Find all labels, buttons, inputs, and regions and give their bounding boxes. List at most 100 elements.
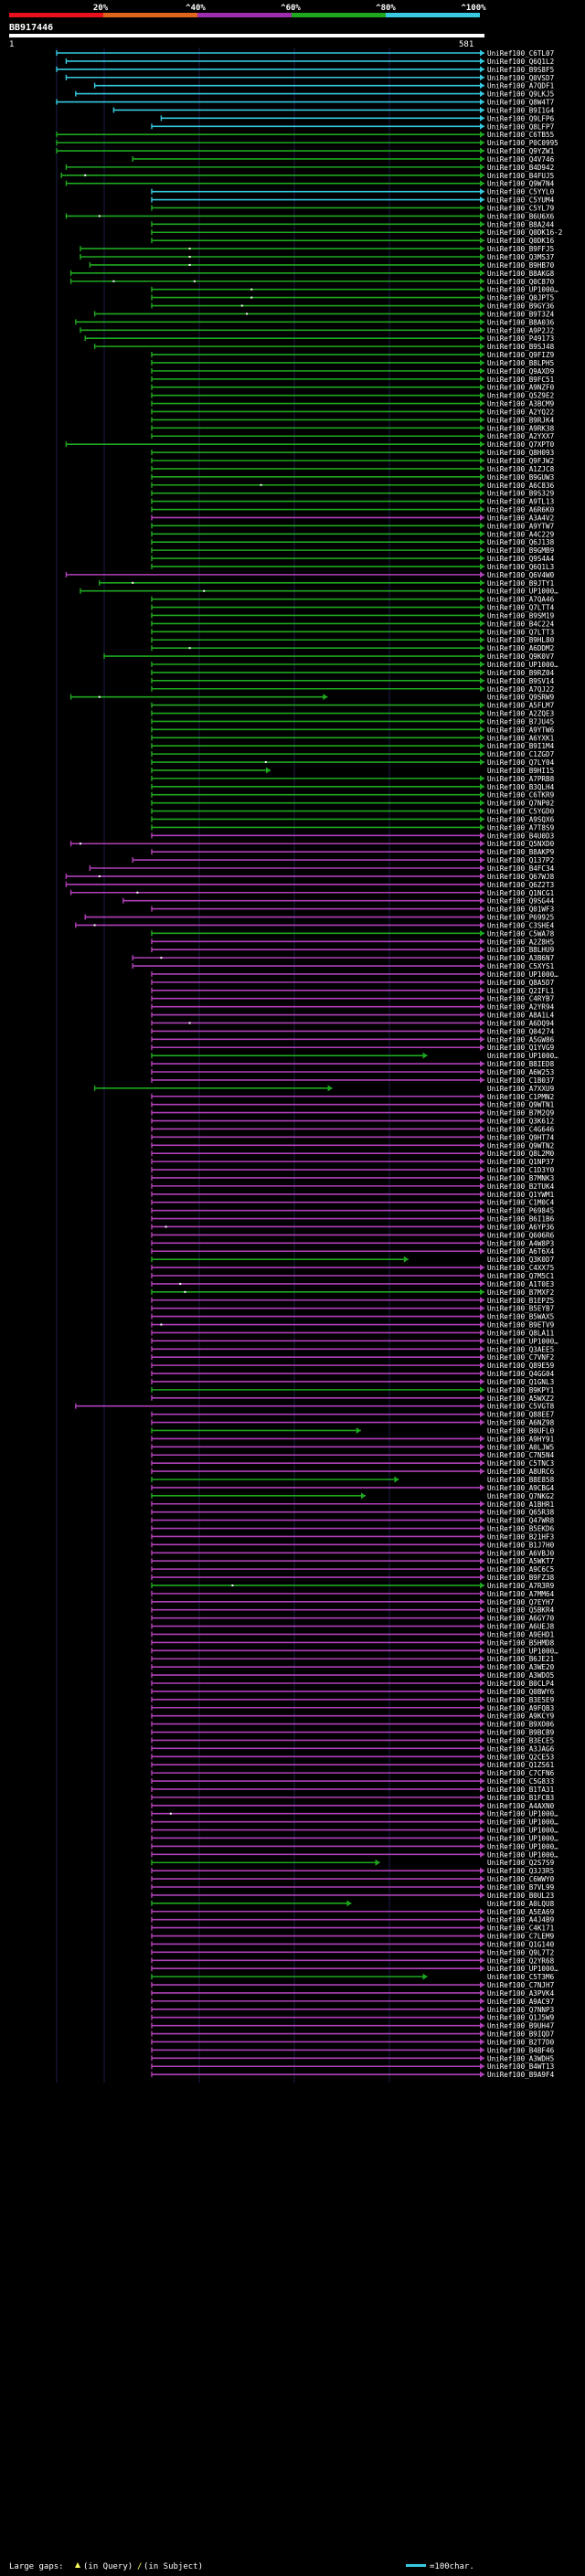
hit-label[interactable]: UniRef100_UP1000… xyxy=(487,1647,558,1655)
hit-label[interactable]: UniRef100_A5FLM7 xyxy=(487,702,554,710)
hit-row[interactable]: UniRef100_C4RYB7 xyxy=(151,995,554,1003)
hit-label[interactable]: UniRef100_B3QLH4 xyxy=(487,783,555,791)
hit-row[interactable]: UniRef100_A9C6C5 xyxy=(151,1565,554,1574)
hit-row[interactable]: UniRef100_B9FFJ5 xyxy=(80,245,554,253)
hit-label[interactable]: UniRef100_B1EPZ5 xyxy=(487,1297,554,1305)
hit-row[interactable]: UniRef100_Q6J138 xyxy=(151,538,555,546)
hit-row[interactable]: UniRef100_B4FUJ5 xyxy=(60,172,554,180)
hit-label[interactable]: UniRef100_C1ZGD7 xyxy=(487,750,554,758)
hit-label[interactable]: UniRef100_B9FFJ5 xyxy=(487,245,554,253)
hit-label[interactable]: UniRef100_B4FC34 xyxy=(487,864,555,873)
hit-row[interactable]: UniRef100_B8E858 xyxy=(151,1476,555,1484)
hit-row[interactable]: UniRef100_Q9W7N4 xyxy=(65,180,555,188)
hit-label[interactable]: UniRef100_B8LPH5 xyxy=(487,359,554,367)
hit-label[interactable]: UniRef100_C4RYB7 xyxy=(487,995,554,1003)
hit-label[interactable]: UniRef100_Q9LFP6 xyxy=(487,114,555,122)
hit-row[interactable]: UniRef100_UP1000… xyxy=(151,661,558,669)
hit-label[interactable]: UniRef100_A9CBG4 xyxy=(487,1484,555,1492)
hit-label[interactable]: UniRef100_A9YTW6 xyxy=(487,726,555,734)
hit-label[interactable]: UniRef100_A6UEJ8 xyxy=(487,1623,555,1631)
hit-row[interactable]: UniRef100_Q5BKR4 xyxy=(151,1606,555,1615)
hit-label[interactable]: UniRef100_B21HF3 xyxy=(487,1532,554,1541)
hit-row[interactable]: UniRef100_C1B037 xyxy=(151,1076,554,1085)
hit-row[interactable]: UniRef100_Q1YWM1 xyxy=(151,1191,555,1199)
hit-label[interactable]: UniRef100_B9HB70 xyxy=(487,261,555,270)
hit-row[interactable]: UniRef100_P69845 xyxy=(151,1207,554,1215)
hit-row[interactable]: UniRef100_Q7LTT3 xyxy=(151,628,554,636)
hit-row[interactable]: UniRef100_Q0DK16 xyxy=(151,237,555,245)
hit-label[interactable]: UniRef100_A7T8S9 xyxy=(487,823,555,832)
hit-label[interactable]: UniRef100_Q2S7S9 xyxy=(487,1859,555,1867)
hit-row[interactable]: UniRef100_A9YTW6 xyxy=(151,726,555,734)
hit-label[interactable]: UniRef100_B9FC51 xyxy=(487,376,555,384)
hit-label[interactable]: UniRef100_B7MXF2 xyxy=(487,1288,554,1297)
hit-row[interactable]: UniRef100_Q9FJW2 xyxy=(151,457,554,465)
hit-label[interactable]: UniRef100_B9JTY1 xyxy=(487,579,555,588)
hit-label[interactable]: UniRef100_Q9AXD9 xyxy=(487,367,555,376)
hit-label[interactable]: UniRef100_P69925 xyxy=(487,914,554,922)
hit-label[interactable]: UniRef100_Q1J5W9 xyxy=(487,2014,555,2022)
hit-row[interactable]: UniRef100_C5TNC3 xyxy=(151,1459,554,1468)
hit-row[interactable]: UniRef100_B1J7H0 xyxy=(151,1541,555,1549)
hit-label[interactable]: UniRef100_Q9LKJ5 xyxy=(487,90,554,99)
hit-row[interactable]: UniRef100_A5WXZ2 xyxy=(151,1394,554,1403)
hit-label[interactable]: UniRef100_Q3AEE5 xyxy=(487,1345,554,1353)
hit-row[interactable]: UniRef100_Q7NNP3 xyxy=(151,2006,554,2014)
hit-label[interactable]: UniRef100_Q47WR8 xyxy=(487,1517,555,1525)
hit-label[interactable]: UniRef100_Q7LTT3 xyxy=(487,628,554,636)
hit-row[interactable]: UniRef100_Q65R38 xyxy=(151,1509,555,1517)
hit-row[interactable]: UniRef100_A6C836 xyxy=(151,482,555,490)
hit-label[interactable]: UniRef100_A3JAG6 xyxy=(487,1744,555,1753)
hit-label[interactable]: UniRef100_B8LHU9 xyxy=(487,946,555,954)
hit-row[interactable]: UniRef100_B9FZ38 xyxy=(151,1574,555,1582)
hit-row[interactable]: UniRef100_A3JAG6 xyxy=(151,1744,555,1753)
hit-row[interactable]: UniRef100_B5WAX5 xyxy=(151,1313,554,1321)
hit-row[interactable]: UniRef100_B8IED8 xyxy=(151,1060,555,1068)
hit-row[interactable]: UniRef100_A6NZ98 xyxy=(151,1419,555,1427)
hit-row[interactable]: UniRef100_A6YP36 xyxy=(151,1223,555,1231)
hit-row[interactable]: UniRef100_Q8LA11 xyxy=(151,1329,555,1337)
hit-label[interactable]: UniRef100_A8URC6 xyxy=(487,1468,555,1476)
hit-label[interactable]: UniRef100_B2TUK4 xyxy=(487,1182,555,1191)
hit-label[interactable]: UniRef100_B5EKD6 xyxy=(487,1525,555,1533)
hit-row[interactable]: UniRef100_A9CBG4 xyxy=(151,1484,555,1492)
hit-row[interactable]: UniRef100_Q47WR8 xyxy=(151,1517,555,1525)
hit-row[interactable]: UniRef100_C5YGD0 xyxy=(151,808,555,816)
hit-row[interactable]: UniRef100_Q7EYH7 xyxy=(151,1598,554,1606)
hit-row[interactable]: UniRef100_Q1G140 xyxy=(151,1940,555,1948)
hit-row[interactable]: UniRef100_A9SQX6 xyxy=(151,815,555,823)
hit-label[interactable]: UniRef100_C5VGT8 xyxy=(487,1403,555,1411)
hit-label[interactable]: UniRef100_UP1000… xyxy=(487,588,558,596)
hit-row[interactable]: UniRef100_Q4V746 xyxy=(132,155,555,164)
hit-row[interactable]: UniRef100_C4XX75 xyxy=(151,1264,554,1272)
hit-label[interactable]: UniRef100_B8A244 xyxy=(487,220,555,228)
hit-label[interactable]: UniRef100_Q1G140 xyxy=(487,1940,555,1948)
hit-row[interactable]: UniRef100_A5GW86 xyxy=(151,1035,555,1044)
hit-label[interactable]: UniRef100_A7MM64 xyxy=(487,1590,555,1598)
hit-label[interactable]: UniRef100_B4D942 xyxy=(487,164,554,172)
hit-row[interactable]: UniRef100_Q3K0D7 xyxy=(151,1256,554,1264)
hit-row[interactable]: UniRef100_B1FCB3 xyxy=(151,1794,554,1802)
hit-label[interactable]: UniRef100_A2YXX7 xyxy=(487,432,554,440)
hit-label[interactable]: UniRef100_Q01WF3 xyxy=(487,906,554,914)
hit-label[interactable]: UniRef100_B4U0D3 xyxy=(487,832,554,840)
hit-label[interactable]: UniRef100_B7MNK3 xyxy=(487,1174,554,1182)
hit-row[interactable]: UniRef100_B9HL80 xyxy=(151,636,555,644)
hit-row[interactable]: UniRef100_Q1GNL3 xyxy=(151,1378,554,1386)
hit-label[interactable]: UniRef100_Q9WTN2 xyxy=(487,1141,554,1150)
hit-label[interactable]: UniRef100_UP1000… xyxy=(487,1052,558,1060)
hit-label[interactable]: UniRef100_Q606R6 xyxy=(487,1231,555,1239)
hit-row[interactable]: UniRef100_A7T8S9 xyxy=(151,823,555,832)
hit-row[interactable]: UniRef100_A3BCM9 xyxy=(151,400,555,408)
hit-label[interactable]: UniRef100_A9EHD1 xyxy=(487,1630,555,1638)
hit-row[interactable]: UniRef100_A1BHR1 xyxy=(151,1500,555,1509)
hit-row[interactable]: UniRef100_B8LHU9 xyxy=(151,946,555,954)
hit-label[interactable]: UniRef100_Q137P2 xyxy=(487,856,554,864)
hit-row[interactable]: UniRef100_C6TB55 xyxy=(56,131,554,139)
hit-row[interactable]: UniRef100_Q7LTT4 xyxy=(151,604,555,612)
hit-label[interactable]: UniRef100_B5HMD8 xyxy=(487,1638,555,1647)
hit-label[interactable]: UniRef100_A7QJ22 xyxy=(487,685,554,694)
hit-row[interactable]: UniRef100_Q7NP02 xyxy=(151,800,554,808)
hit-label[interactable]: UniRef100_Q7XPT0 xyxy=(487,440,555,449)
hit-label[interactable]: UniRef100_A7QDF1 xyxy=(487,82,555,90)
